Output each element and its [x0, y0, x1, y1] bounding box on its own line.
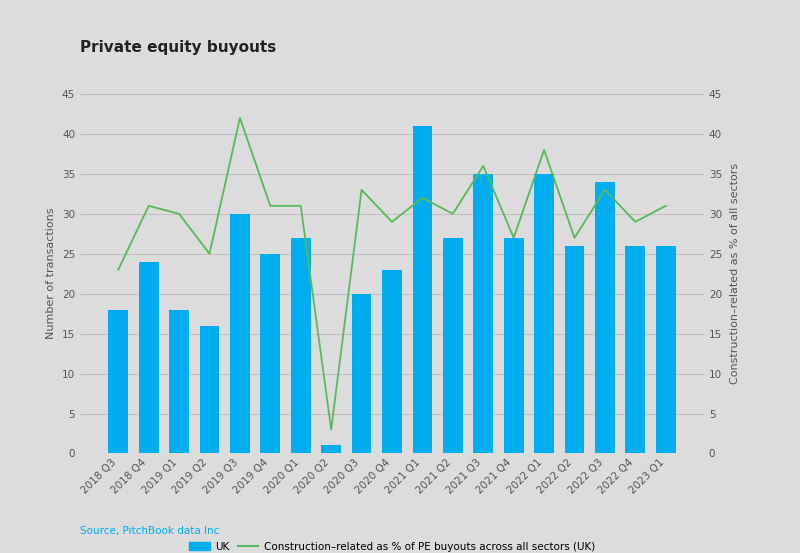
Bar: [352, 294, 371, 453]
Y-axis label: Construction–related as % of all sectors: Construction–related as % of all sectors: [730, 163, 741, 384]
Bar: [291, 238, 310, 453]
Bar: [382, 270, 402, 453]
Bar: [474, 174, 493, 453]
Bar: [261, 254, 280, 453]
Bar: [534, 174, 554, 453]
Bar: [565, 246, 584, 453]
Bar: [656, 246, 676, 453]
Y-axis label: Number of transactions: Number of transactions: [46, 208, 56, 340]
Bar: [169, 310, 189, 453]
Bar: [200, 326, 219, 453]
Bar: [108, 310, 128, 453]
Bar: [138, 262, 158, 453]
Bar: [322, 446, 341, 453]
Bar: [443, 238, 462, 453]
Bar: [413, 126, 432, 453]
Text: Source, PitchBook data Inc: Source, PitchBook data Inc: [80, 526, 219, 536]
Legend: UK, Construction–related as % of PE buyouts across all sectors (UK): UK, Construction–related as % of PE buyo…: [185, 538, 599, 553]
Bar: [595, 182, 615, 453]
Bar: [504, 238, 523, 453]
Text: Private equity buyouts: Private equity buyouts: [80, 40, 276, 55]
Bar: [230, 214, 250, 453]
Bar: [626, 246, 646, 453]
